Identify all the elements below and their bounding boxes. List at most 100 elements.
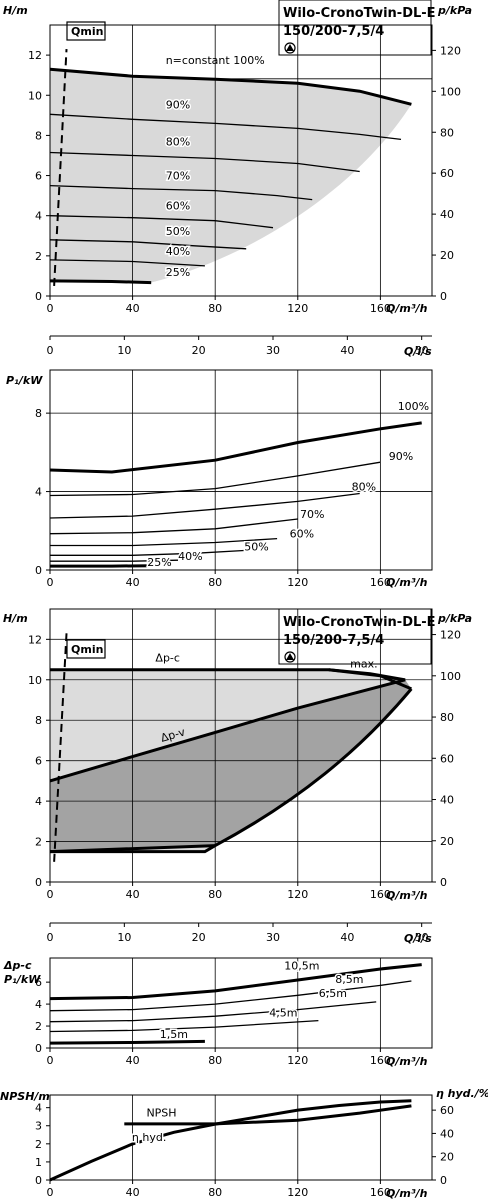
h-control-ytick-label: 8 (35, 714, 42, 727)
h-speed-ytick-label: 2 (35, 250, 42, 263)
h-speed-y2tick-label: 60 (440, 167, 454, 180)
p1-speed-xtick-label: 0 (47, 576, 54, 589)
npsh-ytick-label: 1 (35, 1156, 42, 1169)
label-max: max. (350, 658, 377, 671)
npsh-ytick-label: 3 (35, 1120, 42, 1133)
npsh-xtick-label: 160 (370, 1186, 391, 1199)
p1-label-60%: 60% (290, 528, 314, 541)
p1-speed-ytick-label: 8 (35, 407, 42, 420)
p1-label-100%: 100% (398, 400, 429, 413)
qmin-box-top: Qmin (66, 21, 106, 41)
h-speed-ytick-label: 10 (28, 89, 42, 102)
h-control-y2tick-label: 0 (440, 876, 447, 889)
curve-min-upper (49, 844, 216, 854)
npsh-xtick-label: 0 (47, 1186, 54, 1199)
curve-label-25%: 25% (166, 266, 190, 279)
p1-curve-80% (49, 492, 360, 519)
curve-60% (49, 215, 274, 229)
p1-curve-60% (50, 537, 278, 547)
qls-tick-label: 0 (47, 344, 54, 357)
p1-label-50%: 50% (244, 540, 268, 553)
unit-H-control: H/m (3, 612, 28, 625)
h-speed-y2tick-label: 0 (440, 290, 447, 303)
p1-control-ytick-label: 0 (35, 1042, 42, 1055)
p1-speed-xtick-label: 80 (208, 576, 222, 589)
h-control-y2tick-label: 20 (440, 835, 454, 848)
curve-label-50%: 50% (166, 225, 190, 238)
unit-Q-npsh: Q/m³/h (386, 1187, 428, 1200)
p1-speed-xtick-label: 120 (287, 576, 308, 589)
h-speed-ytick-label: 6 (35, 170, 42, 183)
npsh-xtick-label: 40 (126, 1186, 140, 1199)
npsh-xtick-label: 120 (287, 1186, 308, 1199)
curve-eta (49, 1099, 412, 1182)
unit-eta: η hyd./% (436, 1087, 488, 1100)
dpv-area (50, 679, 412, 852)
p1-label-40%: 40% (178, 550, 202, 563)
npsh-y2tick-label: 40 (440, 1127, 454, 1140)
p1c-curve-6,5m (49, 1001, 377, 1023)
p1-curve-40% (50, 559, 179, 562)
h-speed-y2tick-label: 80 (440, 126, 454, 139)
npsh-ytick-label: 2 (35, 1138, 42, 1151)
qls-tick-label2: 40 (340, 931, 354, 944)
h-speed-ytick-label: 8 (35, 129, 42, 142)
h-control-xtick-label: 40 (126, 888, 140, 901)
qmin-line-top (53, 49, 68, 287)
curve-dpv (49, 678, 406, 783)
qls-tick-label: 10 (117, 344, 131, 357)
h-control-xtick-label: 160 (370, 888, 391, 901)
curve-label-40%: 40% (166, 245, 190, 258)
p1c-label-6,5m: 6,5m (319, 987, 347, 1000)
p1-speed-xtick-label: 40 (126, 576, 140, 589)
unit-Qls-control: Q/l/s (404, 932, 432, 945)
h-speed-xtick-label: 40 (126, 302, 140, 315)
title-line1: Wilo-CronoTwin-DL-E (283, 6, 436, 21)
unit-Q-p1b: Q/m³/h (386, 1055, 428, 1068)
unit-P1-control: P₁/kW (4, 973, 41, 986)
unit-H-top: H/m (3, 4, 28, 17)
h-control-y2tick-label: 40 (440, 794, 454, 807)
h-control-ytick-label: 0 (35, 876, 42, 889)
unit-p-control: p/kPa (437, 612, 472, 625)
curve-80% (49, 151, 360, 173)
h-control-y2tick-label: 120 (440, 629, 461, 642)
h-speed-y2tick-label: 40 (440, 208, 454, 221)
npsh-ytick-label: 4 (35, 1102, 42, 1115)
operating-area (50, 69, 412, 283)
title-box-control: Wilo-CronoTwin-DL-E 150/200-7,5/4 (278, 608, 436, 665)
h-control-y2tick-label: 100 (440, 670, 461, 683)
qmin-label-control: Qmin (71, 643, 103, 656)
curve-label-70%: 70% (166, 170, 190, 183)
h-speed-ytick-label: 0 (35, 290, 42, 303)
h-control-ytick-label: 2 (35, 836, 42, 849)
p1-speed-frame (49, 369, 433, 571)
qls-tick-label2: 30 (266, 931, 280, 944)
p1c-curve-8,5m (49, 980, 412, 1012)
qls-tick-label2: 10 (117, 931, 131, 944)
npsh-y2tick-label: 60 (440, 1104, 454, 1117)
p1-curve-90% (49, 461, 381, 497)
p1-curve-100% (49, 421, 422, 474)
unit-NPSH: NPSH/m (0, 1090, 50, 1103)
p1-speed-xtick-label: 160 (370, 576, 391, 589)
p1-label-80%: 80% (352, 481, 376, 494)
p1-label-70%: 70% (300, 508, 324, 521)
h-control-xtick-label: 0 (47, 888, 54, 901)
pump-symbol-icon-b (284, 651, 296, 663)
npsh-ytick-label: 0 (35, 1174, 42, 1187)
p1-label-25%: 25% (147, 556, 171, 569)
npsh-frame (49, 1094, 433, 1181)
p1-curve-50% (50, 549, 247, 556)
p1-control-ytick-label: 2 (35, 1020, 42, 1033)
p1-control-frame (49, 957, 433, 1049)
p1-control-xtick-label: 40 (126, 1054, 140, 1067)
qls-tick-label2: 20 (192, 931, 206, 944)
curve-90% (49, 113, 402, 141)
h-control-ytick-label: 6 (35, 755, 42, 768)
h-speed-xtick-label: 80 (208, 302, 222, 315)
p1-control-xtick-label: 80 (208, 1054, 222, 1067)
h-speed-xtick-label: 0 (47, 302, 54, 315)
curve-label-n=constant 100%: n=constant 100% (166, 54, 265, 67)
